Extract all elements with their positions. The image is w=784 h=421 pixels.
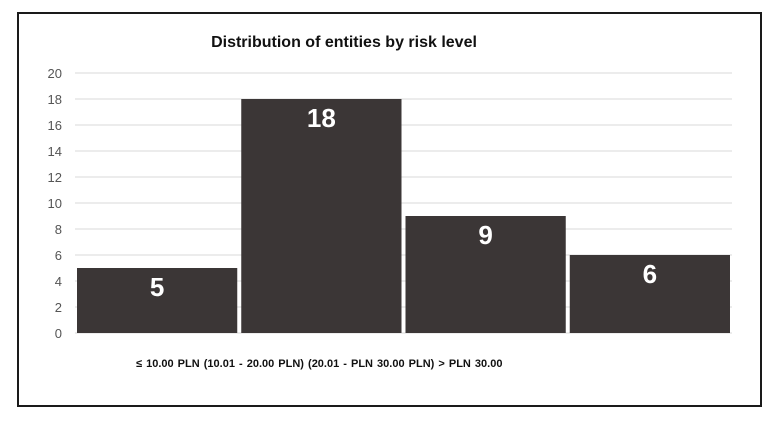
y-tick-label-6: 6 [55, 248, 62, 263]
y-tick-label-2: 2 [55, 300, 62, 315]
y-tick-label-4: 4 [55, 274, 62, 289]
y-tick-label-14: 14 [48, 144, 62, 159]
data-label-1: 5 [150, 272, 164, 302]
bar-4 [569, 255, 730, 333]
y-tick-label-18: 18 [48, 92, 62, 107]
y-tick-label-8: 8 [55, 222, 62, 237]
chart-frame: Distribution of entities by risk level ≤… [17, 12, 762, 407]
bar-3 [405, 216, 566, 333]
data-label-2: 18 [307, 103, 336, 133]
y-tick-label-12: 12 [48, 170, 62, 185]
data-labels: 5 18 9 6 [150, 103, 657, 302]
category-label-2: (10.01 ‑ 20.00 PLN) [203, 358, 304, 370]
data-label-3: 9 [478, 220, 492, 250]
y-tick-label-16: 16 [48, 118, 62, 133]
category-label-4: > PLN 30.00 [438, 358, 503, 370]
category-label-1: ≤ 10.00 PLN [136, 358, 200, 370]
y-tick-label-20: 20 [48, 66, 62, 81]
category-labels: ≤ 10.00 PLN (10.01 ‑ 20.00 PLN) (20.01 ‑… [136, 358, 502, 370]
bar-1 [77, 268, 238, 333]
bars [77, 99, 730, 333]
bar-2 [241, 99, 402, 333]
y-tick-label-0: 0 [55, 326, 62, 341]
y-axis-ticks: 0 2 4 6 8 10 12 14 16 18 20 [48, 66, 62, 341]
data-label-4: 6 [643, 259, 657, 289]
y-tick-label-10: 10 [48, 196, 62, 211]
chart-title: Distribution of entities by risk level [211, 34, 477, 51]
category-label-3: (20.01 ‑ PLN 30.00 PLN) [308, 358, 435, 370]
